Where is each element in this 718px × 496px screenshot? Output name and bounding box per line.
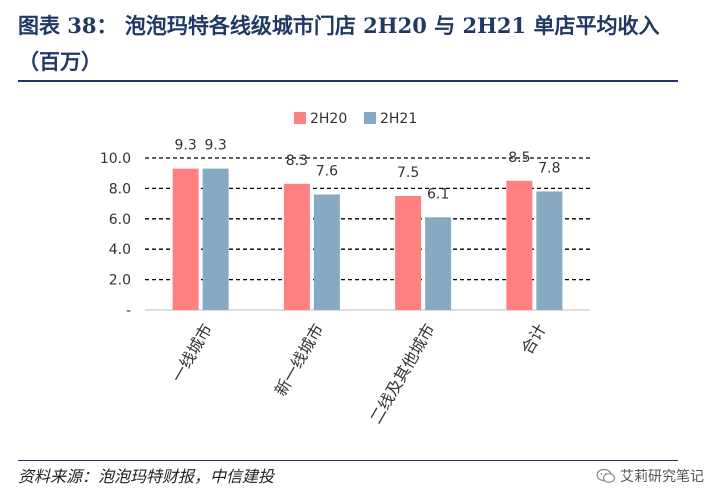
data-label: 9.3 <box>204 138 226 154</box>
y-tick-label: 8.0 <box>109 181 131 197</box>
legend-swatch <box>294 112 306 124</box>
data-label: 7.5 <box>397 165 419 181</box>
y-tick-label: 10.0 <box>100 151 131 167</box>
y-tick-label: 6.0 <box>109 212 131 228</box>
category-label: 二线及其他城市 <box>366 321 438 428</box>
bar-chart: - 2.0 4.0 6.0 8.0 10.0 9.3 9.3 8.3 7.6 7.5 6.1 8.5 7… <box>100 111 590 428</box>
legend-label: 2H21 <box>380 111 417 127</box>
data-labels: 9.3 9.3 8.3 7.6 7.5 6.1 8.5 7.8 <box>174 138 560 203</box>
y-tick-label: 2.0 <box>109 273 131 289</box>
bar-2H20-1 <box>283 183 310 310</box>
source-divider <box>18 460 678 461</box>
data-label: 8.3 <box>286 153 308 169</box>
bars <box>172 168 563 310</box>
page-title: 图表 38： 泡泡玛特各线级城市门店 2H20 与 2H21 单店平均收入（百万… <box>18 13 660 74</box>
bar-2H20-3 <box>506 180 533 310</box>
title-divider <box>18 80 678 82</box>
category-label: 合计 <box>517 321 549 358</box>
data-label: 9.3 <box>174 138 196 154</box>
data-label: 8.5 <box>508 150 530 166</box>
watermark: 艾莉研究笔记 <box>596 466 704 486</box>
bar-2H21-0 <box>202 168 229 310</box>
watermark-text: 艾莉研究笔记 <box>620 469 704 485</box>
wechat-icon <box>596 468 616 483</box>
category-label: 新一线城市 <box>271 321 327 400</box>
bar-2H20-2 <box>395 196 422 310</box>
y-axis-ticks: - 2.0 4.0 6.0 8.0 10.0 <box>100 151 131 319</box>
legend: 2H20 2H21 <box>294 111 417 127</box>
category-label: 一线城市 <box>168 321 216 386</box>
data-label: 6.1 <box>427 186 449 202</box>
y-tick-label: 4.0 <box>109 242 131 258</box>
source-note: 资料来源：泡泡玛特财报，中信建投 <box>18 467 275 486</box>
data-label: 7.6 <box>316 163 338 179</box>
legend-label: 2H20 <box>310 111 347 127</box>
y-tick-label: - <box>126 303 131 319</box>
bar-2H21-3 <box>536 191 563 310</box>
data-label: 7.8 <box>538 160 560 176</box>
bar-2H20-0 <box>172 168 199 310</box>
x-axis-categories: 一线城市 新一线城市 二线及其他城市 合计 <box>168 321 550 428</box>
bar-2H21-1 <box>313 194 340 310</box>
legend-swatch <box>364 112 376 124</box>
bar-2H21-2 <box>425 217 452 310</box>
